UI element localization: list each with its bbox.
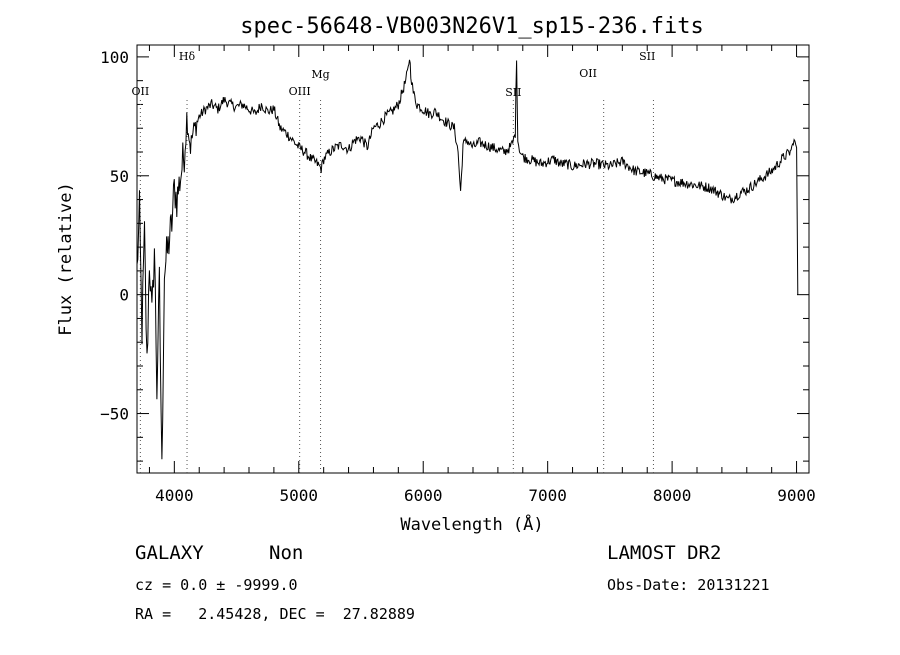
plot-frame	[136, 44, 810, 474]
y-tick-label: 100	[100, 48, 129, 67]
y-tick-label: −50	[100, 405, 129, 424]
spectral-line-label: SII	[505, 86, 521, 99]
x-tick-label: 4000	[155, 486, 194, 505]
spectral-line-label: OII	[132, 85, 150, 98]
x-axis-ticks: 4000 5000 6000 7000 8000 9000	[155, 45, 816, 505]
y-tick-label: 50	[110, 167, 129, 186]
marker-lines	[139, 100, 654, 473]
spectral-line-label: Mg	[311, 68, 329, 81]
observation-date: Obs-Date: 20131221	[607, 576, 770, 594]
spectral-line-label: OII	[579, 67, 597, 80]
spectral-line-label: Hδ	[179, 50, 196, 63]
survey-name: LAMOST DR2	[607, 542, 721, 564]
x-tick-label: 9000	[777, 486, 816, 505]
x-tick-label: 6000	[404, 486, 443, 505]
spectrum-series	[136, 59, 799, 460]
spectrum-line	[136, 59, 799, 460]
coordinates: RA = 2.45428, DEC = 27.82889	[135, 605, 415, 623]
object-subclass: Non	[269, 542, 303, 564]
x-tick-label: 7000	[528, 486, 567, 505]
x-axis-title: Wavelength (Å)	[400, 513, 543, 535]
y-axis-title: Flux (relative)	[56, 182, 76, 336]
y-axis-ticks: −50 0 50 100	[100, 48, 809, 424]
spectral-line-label: SII	[639, 50, 655, 63]
x-tick-label: 8000	[653, 486, 692, 505]
y-tick-label: 0	[119, 286, 129, 305]
redshift-cz: cz = 0.0 ± -9999.0	[135, 576, 298, 594]
spectral-line-label: OIII	[289, 85, 311, 98]
object-class: GALAXY	[135, 542, 204, 564]
minor-ticks	[137, 45, 809, 473]
chart-title: spec-56648-VB003N26V1_sp15-236.fits	[240, 14, 704, 39]
x-tick-label: 5000	[280, 486, 319, 505]
